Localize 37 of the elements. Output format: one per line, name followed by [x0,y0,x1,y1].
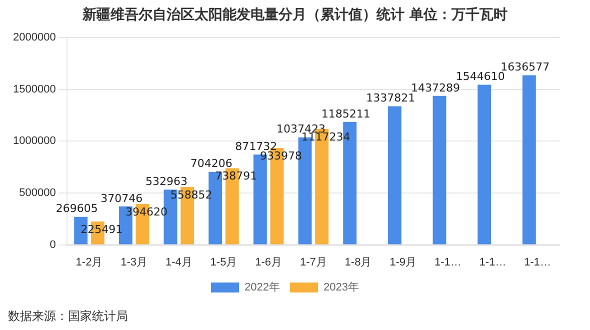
x-tick-label: 1-6月 [255,256,282,268]
data-label: 704206 [190,157,232,170]
x-tick-label: 1-7月 [300,256,327,268]
x-tick-label: 1-4月 [165,256,192,268]
x-tick-label: 1-3月 [120,256,148,268]
data-label: 1337821 [366,92,416,105]
data-label: 532963 [146,174,188,188]
x-tick-label: 1-9月 [390,256,417,268]
bar [522,75,536,244]
bar [478,84,492,244]
data-label: 558852 [170,188,212,202]
data-label: 225491 [80,222,123,236]
data-label: 394620 [125,205,168,218]
legend-label: 2023年 [324,282,359,294]
bar [432,96,446,244]
legend-label: 2022年 [244,282,280,294]
data-label: 1185211 [321,107,370,120]
data-label: 933978 [260,149,302,162]
x-tick-label: 1-8月 [344,256,372,268]
source-note: 数据来源：国家统计局 [8,308,128,325]
data-label: 1544610 [456,70,505,84]
y-tick-label: 2000000 [12,32,56,44]
x-tick-label: 1-1… [434,256,462,268]
y-tick-label: 1500000 [12,83,56,96]
y-tick-label: 0 [50,238,56,251]
data-label: 738791 [215,170,258,183]
y-tick-label: 1000000 [12,135,56,148]
data-label: 1437289 [411,81,460,94]
x-tick-label: 1-2月 [76,256,103,268]
data-label: 269605 [56,202,98,216]
x-tick-label: 1-1… [524,256,552,268]
x-tick-label: 1-1… [479,256,506,268]
chart-title: 新疆维吾尔自治区太阳能发电量分月（累计值）统计 单位：万千瓦时 [82,6,508,24]
data-label: 370746 [100,192,143,205]
y-tick-label: 500000 [19,187,56,200]
bar [388,106,402,244]
x-tick-label: 1-5月 [210,256,238,268]
